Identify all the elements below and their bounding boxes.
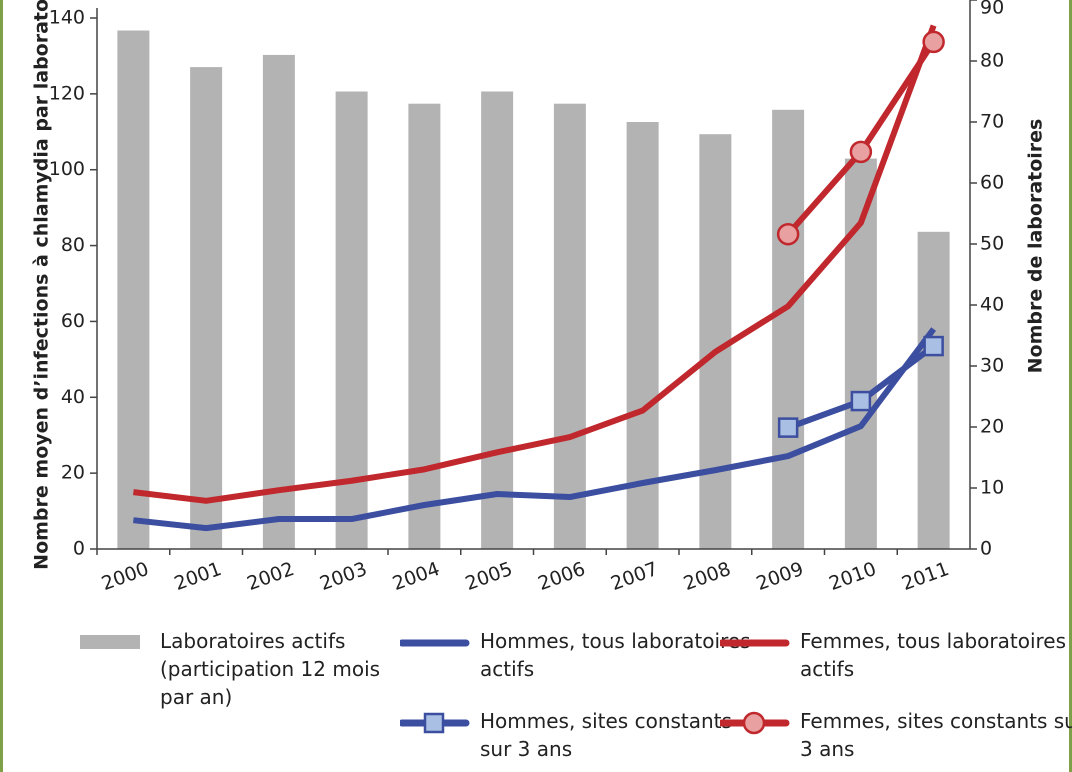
x-tick-label: 2010	[826, 558, 879, 595]
x-tick-label: 2002	[244, 558, 297, 595]
y2-tick-label: 20	[980, 416, 1004, 438]
bar	[262, 54, 295, 550]
marker	[776, 222, 800, 246]
y2-tick-label: 10	[980, 477, 1004, 499]
y-tick-label: 80	[61, 234, 85, 256]
y2-tick-label: 80	[980, 50, 1004, 72]
marker	[850, 390, 872, 412]
legend-swatch-bar	[80, 635, 140, 649]
x-tick-label: 2008	[681, 558, 734, 595]
legend-label: Laboratoires actifs (participation 12 mo…	[160, 629, 381, 709]
bar	[408, 103, 441, 549]
line	[133, 327, 937, 532]
x-tick-label: 2001	[171, 558, 224, 595]
y-axis-title: Nombre moyen d’infections à chlamydia pa…	[31, 0, 53, 570]
bar	[917, 231, 950, 550]
x-tick-label: 2009	[753, 558, 806, 595]
x-tick-label: 2007	[608, 558, 661, 595]
y-tick-label: 60	[61, 310, 85, 332]
marker	[849, 140, 873, 164]
legend-swatch	[400, 639, 470, 647]
legend-swatch-marker	[423, 712, 445, 734]
legend-swatch	[720, 711, 790, 735]
marker	[922, 30, 945, 54]
legend-swatch-marker	[742, 711, 766, 735]
legend-swatch	[80, 635, 140, 649]
x-tick-label: 2006	[535, 558, 588, 595]
marker	[777, 417, 799, 438]
legend-swatch	[720, 639, 790, 647]
y-tick-label: 100	[49, 158, 85, 180]
bar	[772, 109, 805, 550]
line	[133, 24, 937, 504]
y2-tick-label: 90	[980, 0, 1004, 19]
y2-tick-label: 0	[980, 538, 992, 560]
y2-tick-label: 30	[980, 355, 1004, 377]
y2-axis-title: Nombre de laboratoires	[1025, 119, 1047, 374]
bar	[117, 30, 150, 549]
x-tick-label: 2011	[899, 558, 952, 595]
marker	[923, 335, 944, 357]
legend-label: Femmes, tous laboratoires actifs	[800, 629, 1067, 681]
y-tick-label: 0	[73, 538, 85, 560]
bar	[626, 122, 659, 549]
bar	[481, 91, 514, 549]
y-tick-label: 40	[61, 386, 85, 408]
x-tick-label: 2004	[390, 558, 443, 595]
bar	[190, 67, 223, 549]
y2-tick-label: 60	[980, 172, 1004, 194]
y2-tick-label: 40	[980, 294, 1004, 316]
legend-label: Hommes, tous laboratoires actifs	[480, 629, 751, 681]
legend-label: Femmes, sites constants sur 3 ans	[800, 709, 1072, 761]
x-tick-label: 2005	[462, 558, 515, 595]
y2-tick-label: 50	[980, 233, 1004, 255]
y-tick-label: 120	[49, 82, 85, 104]
y2-tick-label: 70	[980, 111, 1004, 133]
legend-label: Hommes, sites constants sur 3 ans	[480, 709, 732, 761]
x-tick-label: 2000	[99, 558, 152, 595]
x-tick-label: 2003	[317, 558, 370, 595]
bar	[553, 103, 586, 549]
y-tick-label: 140	[49, 7, 85, 29]
legend-swatch	[400, 712, 470, 734]
y-tick-label: 20	[61, 462, 85, 484]
bar	[335, 91, 368, 549]
